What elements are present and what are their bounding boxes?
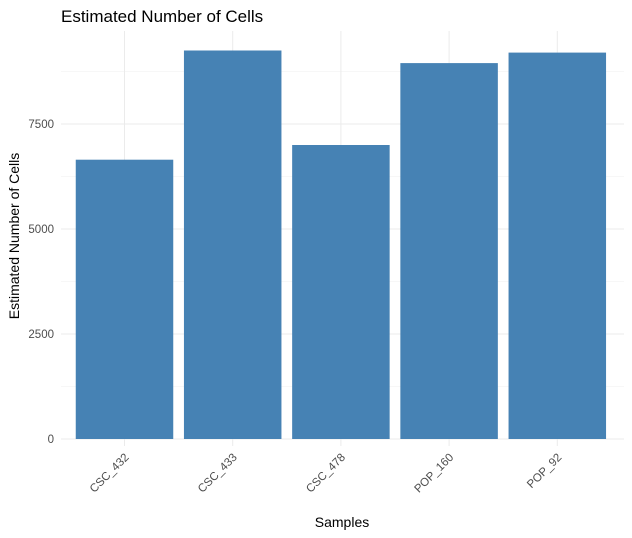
x-tick-label: POP_160 bbox=[412, 452, 456, 496]
bar-csc-432 bbox=[75, 159, 174, 439]
x-tick-label: POP_92 bbox=[525, 452, 564, 491]
bar-csc-478 bbox=[292, 145, 390, 439]
x-tick-label: CSC_478 bbox=[304, 452, 348, 496]
x-tick-label: CSC_432 bbox=[88, 452, 132, 496]
x-tick-label: CSC_433 bbox=[196, 452, 240, 496]
x-axis-ticks: CSC_432 CSC_433 CSC_478 POP_160 POP_92 bbox=[88, 452, 565, 496]
y-axis-title: Estimated Number of Cells bbox=[6, 153, 22, 320]
y-tick-label: 2500 bbox=[28, 329, 54, 341]
y-tick-label: 7500 bbox=[28, 119, 54, 131]
y-tick-label: 5000 bbox=[28, 224, 54, 236]
y-tick-label: 0 bbox=[48, 434, 54, 446]
bar-pop-160 bbox=[400, 63, 498, 439]
x-axis-title: Samples bbox=[315, 514, 369, 530]
chart-title: Estimated Number of Cells bbox=[61, 7, 263, 26]
bar-csc-433 bbox=[183, 50, 282, 439]
y-axis-ticks: 0 2500 5000 7500 bbox=[28, 119, 54, 446]
bars bbox=[75, 50, 607, 439]
bar-pop-92 bbox=[508, 52, 607, 439]
